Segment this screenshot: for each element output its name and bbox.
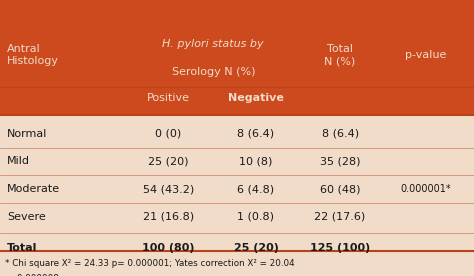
- Text: p=0.000008: p=0.000008: [5, 274, 60, 276]
- Text: 8 (6.4): 8 (6.4): [237, 129, 274, 139]
- Text: 21 (16.8): 21 (16.8): [143, 212, 194, 222]
- Text: p-value: p-value: [405, 50, 446, 60]
- Text: 35 (28): 35 (28): [320, 156, 360, 166]
- Text: Severe: Severe: [7, 212, 46, 222]
- Text: 6 (4.8): 6 (4.8): [237, 184, 274, 194]
- Text: 54 (43.2): 54 (43.2): [143, 184, 194, 194]
- Text: Mild: Mild: [7, 156, 30, 166]
- Text: 100 (80): 100 (80): [142, 243, 194, 253]
- Text: Total: Total: [7, 243, 37, 253]
- Text: Serology N (%): Serology N (%): [172, 67, 255, 77]
- Text: Total
N (%): Total N (%): [325, 44, 356, 67]
- Text: 1 (0.8): 1 (0.8): [237, 212, 274, 222]
- Text: Normal: Normal: [7, 129, 47, 139]
- Text: 60 (48): 60 (48): [320, 184, 360, 194]
- Text: Negative: Negative: [228, 93, 284, 103]
- Text: 0 (0): 0 (0): [155, 129, 182, 139]
- Text: H. pylori status by: H. pylori status by: [163, 39, 264, 49]
- Text: 25 (20): 25 (20): [148, 156, 189, 166]
- Text: 125 (100): 125 (100): [310, 243, 370, 253]
- Text: Antral
Histology: Antral Histology: [7, 44, 59, 67]
- Text: 22 (17.6): 22 (17.6): [314, 212, 366, 222]
- Text: Moderate: Moderate: [7, 184, 60, 194]
- Text: 10 (8): 10 (8): [239, 156, 273, 166]
- Text: 8 (6.4): 8 (6.4): [321, 129, 359, 139]
- Text: * Chi square X² = 24.33 p= 0.000001; Yates correction X² = 20.04: * Chi square X² = 24.33 p= 0.000001; Yat…: [5, 259, 294, 269]
- Text: Positive: Positive: [147, 93, 190, 103]
- Text: 25 (20): 25 (20): [234, 243, 278, 253]
- Bar: [0, 0, 474, 115]
- Text: 0.000001*: 0.000001*: [400, 184, 451, 194]
